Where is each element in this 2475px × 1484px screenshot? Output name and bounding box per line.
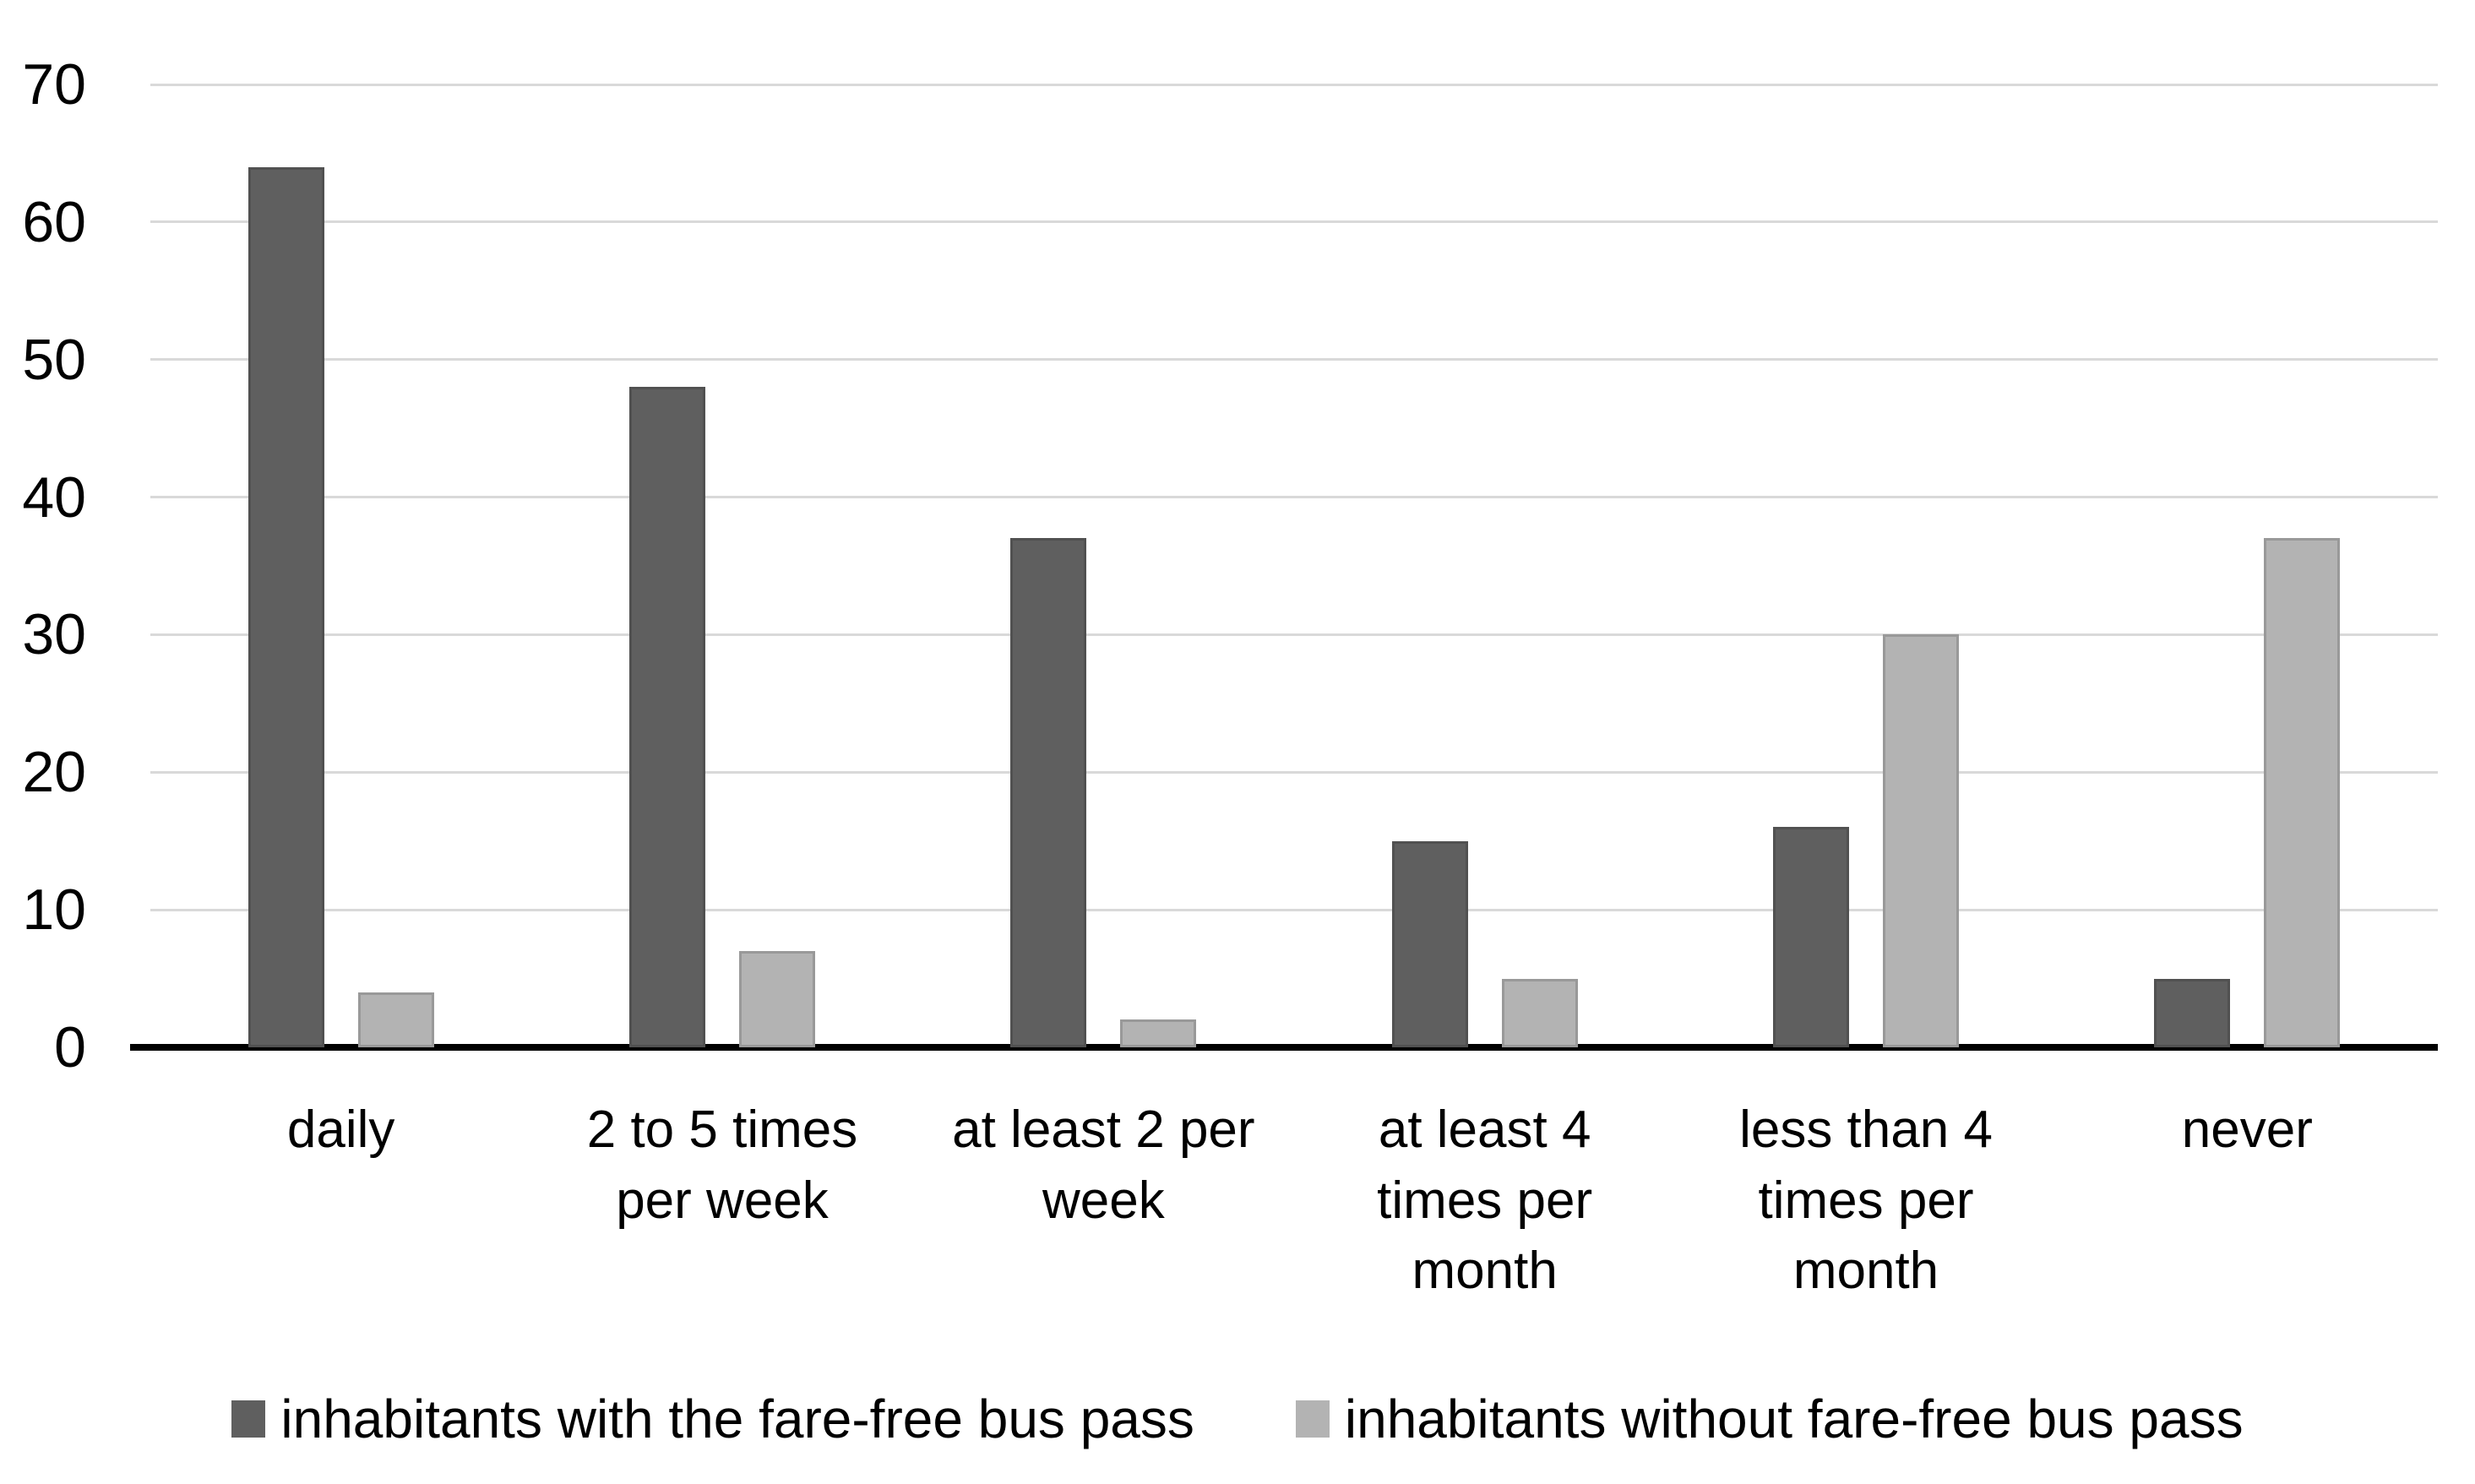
legend-swatch-icon [1295, 1400, 1330, 1438]
y-tick-label-40: 40 [22, 465, 86, 530]
x-axis-line [130, 1044, 2438, 1051]
y-tick-label-20: 20 [22, 740, 86, 805]
y-tick-label-30: 30 [22, 602, 86, 667]
x-category-label-0: daily [286, 1101, 395, 1159]
gridline-40 [150, 496, 2438, 499]
bar-group-3 [1391, 840, 1578, 1047]
bar-series1-cat5 [2264, 538, 2341, 1047]
bar-group-2 [1010, 538, 1197, 1047]
bar-series1-cat3 [1501, 978, 1578, 1047]
bar-group-4 [1773, 634, 1959, 1047]
y-tick-label-50: 50 [22, 327, 86, 392]
x-category-label-4: less than 4 times per month [1739, 1101, 1993, 1301]
y-tick-label-10: 10 [22, 878, 86, 943]
y-tick-label-0: 0 [54, 1015, 86, 1079]
y-tick-label-70: 70 [22, 52, 86, 117]
bar-group-5 [2154, 538, 2341, 1047]
legend-item-0: inhabitants with the fare-free bus pass [231, 1389, 1194, 1449]
x-category-label-2: at least 2 per week [952, 1101, 1255, 1230]
plot-area [130, 83, 2438, 1051]
bar-series1-cat1 [739, 951, 815, 1047]
x-category-label-1: 2 to 5 times per week [586, 1101, 858, 1230]
x-category-label-3: at least 4 times per month [1377, 1101, 1593, 1301]
gridline-10 [150, 908, 2438, 911]
gridline-20 [150, 770, 2438, 774]
x-category-label-5: never [2181, 1101, 2313, 1159]
gridline-50 [150, 358, 2438, 361]
gridline-60 [150, 220, 2438, 224]
bar-series0-cat5 [2154, 978, 2231, 1047]
bar-series1-cat4 [1883, 634, 1959, 1047]
bar-series0-cat1 [629, 387, 705, 1047]
gridline-70 [150, 83, 2438, 86]
legend-label-1: inhabitants without fare-free bus pass [1344, 1389, 2244, 1449]
bar-series0-cat3 [1391, 840, 1468, 1047]
legend-label-0: inhabitants with the fare-free bus pass [280, 1389, 1194, 1449]
bar-group-0 [248, 166, 434, 1047]
legend: inhabitants with the fare-free bus pass i… [0, 1389, 2475, 1449]
legend-item-1: inhabitants without fare-free bus pass [1295, 1389, 2244, 1449]
bar-series1-cat2 [1120, 1019, 1197, 1047]
gridline-30 [150, 633, 2438, 636]
bar-series0-cat2 [1010, 538, 1087, 1047]
bar-series0-cat4 [1773, 827, 1849, 1047]
legend-swatch-icon [231, 1400, 266, 1438]
bar-group-1 [629, 387, 815, 1047]
y-tick-label-60: 60 [22, 189, 86, 254]
bar-series1-cat0 [357, 992, 434, 1047]
bar-series0-cat0 [248, 166, 324, 1047]
